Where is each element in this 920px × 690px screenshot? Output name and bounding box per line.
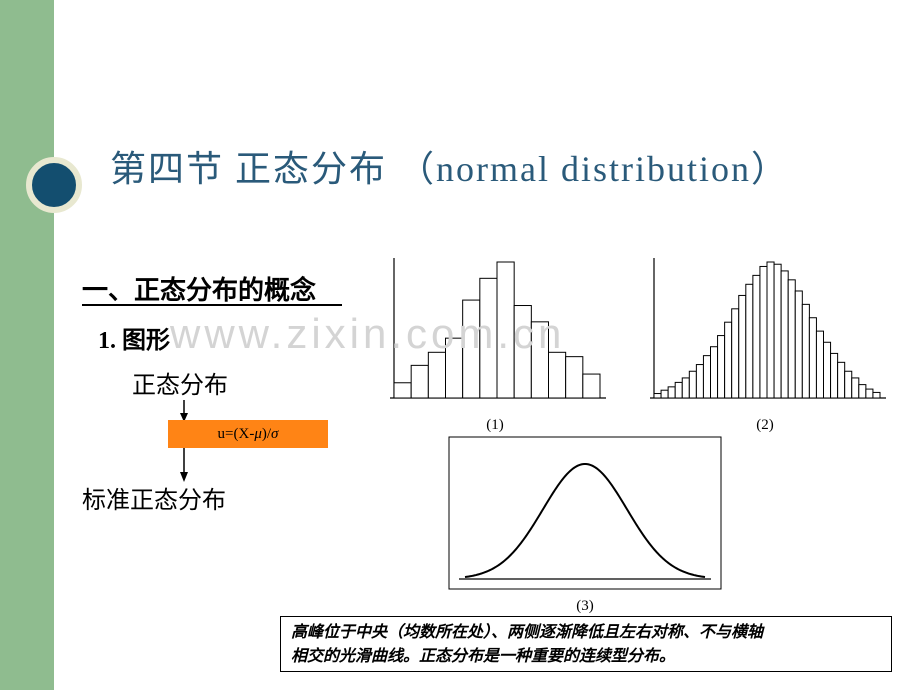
sub-text: 图形 (116, 328, 170, 354)
page-title: 第四节 正态分布 （normal distribution） (110, 140, 789, 192)
fig-label-3: (3) (445, 598, 725, 615)
green-sidebar (0, 0, 54, 690)
histogram-2: (2) (640, 252, 890, 434)
arrow-down-icon (178, 400, 190, 422)
caption-line-1: 高峰位于中央（均数所在处）、两侧逐渐降低且左右对称、不与横轴 (291, 621, 881, 645)
formula-box: u=(X- μ )/ σ (168, 420, 328, 448)
formula-prefix: u=(X- (218, 426, 255, 443)
caption-box: 高峰位于中央（均数所在处）、两侧逐渐降低且左右对称、不与横轴 相交的光滑曲线。正… (280, 616, 892, 672)
std-normal-label: 标准正态分布 (82, 480, 226, 515)
normal-dist-label: 正态分布 (132, 365, 228, 400)
bullet-circle-icon (26, 157, 82, 213)
caption-line-2: 相交的光滑曲线。正态分布是一种重要的连续型分布。 (291, 645, 881, 669)
mu-symbol: μ (254, 426, 262, 443)
fig-label-2: (2) (640, 417, 890, 434)
sigma-symbol: σ (271, 426, 278, 443)
formula-mid: )/ (262, 426, 271, 443)
bell-curve: (3) (445, 433, 725, 615)
fig-label-1: (1) (380, 417, 610, 434)
watermark-text: www.zixin.com.cn (170, 310, 565, 358)
section-heading: 一、正态分布的概念 (82, 270, 316, 307)
arrow-down-icon (178, 448, 190, 482)
sub-number: 1. (98, 328, 116, 354)
subheading-1: 1. 图形 (98, 320, 170, 355)
